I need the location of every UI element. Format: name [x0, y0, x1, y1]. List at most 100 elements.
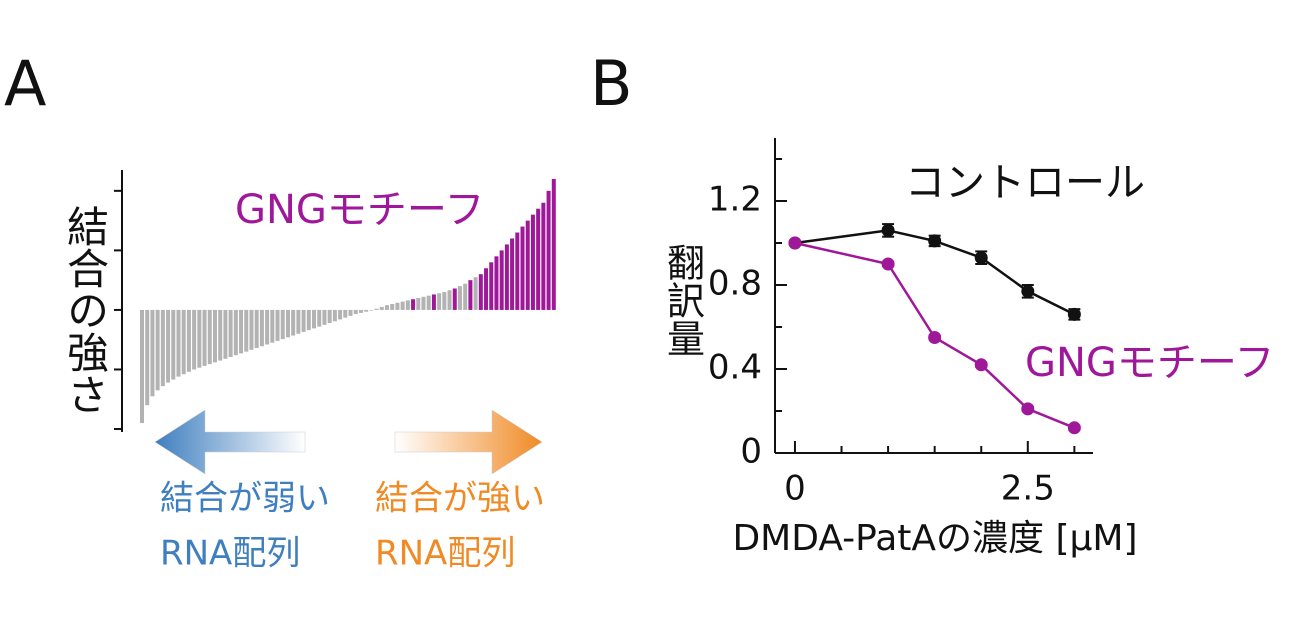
- bar: [171, 309, 176, 380]
- bar: [551, 178, 556, 310]
- bar: [207, 309, 212, 365]
- bar: [525, 220, 530, 310]
- x-tick-label: 0: [784, 469, 806, 509]
- bar: [244, 309, 249, 352]
- bar: [197, 309, 202, 368]
- bar: [348, 309, 353, 316]
- bar: [317, 309, 322, 327]
- bar: [218, 309, 223, 361]
- arrow-label: RNA配列: [375, 534, 515, 574]
- bar: [275, 309, 280, 341]
- bar: [145, 309, 150, 406]
- bar: [546, 190, 551, 310]
- bar: [265, 309, 270, 345]
- bar: [332, 309, 337, 322]
- bar: [400, 301, 405, 310]
- arrow-label: 結合が弱い: [160, 479, 330, 519]
- bar: [327, 309, 332, 324]
- bar: [312, 309, 317, 329]
- bar: [405, 300, 410, 310]
- bar: [369, 309, 374, 311]
- bar: [489, 262, 494, 310]
- bar: [140, 309, 145, 424]
- point: [928, 331, 942, 344]
- weak-arrow: [154, 409, 306, 475]
- bar: [473, 277, 478, 310]
- bar: [150, 309, 155, 397]
- bar: [176, 309, 181, 377]
- point: [881, 257, 895, 271]
- bar: [280, 309, 285, 340]
- y-axis-label: 結合の強さ: [61, 205, 110, 415]
- bar: [530, 214, 535, 310]
- bar: [239, 309, 244, 354]
- bar: [494, 256, 499, 310]
- bar: [160, 309, 165, 387]
- bar: [447, 290, 452, 310]
- arrow-label: RNA配列: [160, 534, 300, 574]
- point: [974, 251, 988, 265]
- x-axis-label: DMDA-PatAの濃度 [μM]: [732, 518, 1137, 559]
- bar: [285, 309, 290, 338]
- bar: [322, 309, 327, 325]
- bar: [249, 309, 254, 350]
- bar: [192, 309, 197, 370]
- point: [1021, 284, 1035, 298]
- bar: [353, 309, 358, 315]
- bar: [484, 268, 489, 310]
- bar: [338, 309, 343, 320]
- arrow-label: 結合が強い: [375, 479, 545, 519]
- y-axis-label: 翻訳量: [661, 243, 705, 357]
- motif-label: GNGモチーフ: [235, 187, 485, 233]
- bar: [181, 309, 186, 375]
- bar: [499, 250, 504, 310]
- series-line: [794, 229, 1075, 316]
- point: [1067, 421, 1081, 435]
- bar: [186, 309, 191, 372]
- series-line: [794, 241, 1075, 429]
- bar: [541, 202, 546, 310]
- bar: [384, 305, 389, 310]
- bar: [457, 286, 462, 310]
- y-tick-label: 0.8: [708, 264, 762, 304]
- bar: [155, 309, 160, 391]
- point: [974, 358, 988, 372]
- bar: [426, 295, 431, 310]
- bar: [228, 309, 233, 357]
- strong-arrow: [394, 409, 543, 475]
- bar: [416, 298, 421, 310]
- bar: [421, 296, 426, 310]
- bar: [390, 303, 395, 310]
- bar: [259, 309, 264, 347]
- point: [788, 236, 802, 250]
- bar: [254, 309, 259, 349]
- bar: [166, 309, 171, 383]
- bar: [233, 309, 238, 356]
- series-label: コントロール: [905, 160, 1145, 206]
- bar: [411, 299, 416, 310]
- bar: [202, 309, 207, 366]
- bar: [468, 280, 473, 310]
- bar: [515, 232, 520, 310]
- bar: [343, 309, 348, 318]
- bar: [291, 309, 296, 336]
- point: [1067, 307, 1081, 321]
- bar: [395, 302, 400, 310]
- bar: [212, 309, 217, 363]
- bar: [358, 309, 363, 313]
- y-tick-label: 1.2: [708, 180, 762, 220]
- point: [928, 234, 942, 248]
- panel-label: B: [590, 47, 633, 120]
- bar: [536, 208, 541, 310]
- bar: [510, 238, 515, 310]
- point: [1021, 402, 1035, 416]
- bar: [306, 309, 311, 331]
- bar: [431, 294, 436, 310]
- bar: [223, 309, 228, 359]
- bar: [437, 293, 442, 310]
- x-tick-label: 2.5: [1001, 469, 1055, 509]
- bar: [301, 309, 306, 332]
- bar: [463, 283, 468, 310]
- bar: [520, 226, 525, 310]
